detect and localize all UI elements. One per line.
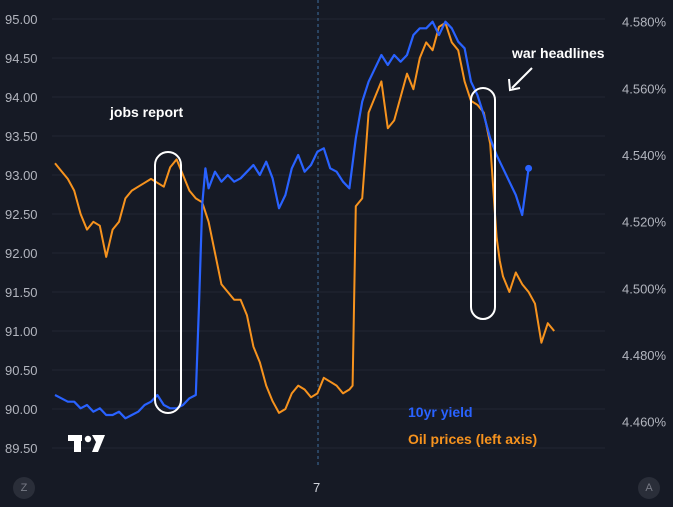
left-tick-label: 91.50 [5,285,38,300]
x-tick-7: 7 [313,480,321,495]
right-tick-label: 4.500% [622,281,667,296]
left-tick-label: 89.50 [5,441,38,456]
left-tick-label: 91.00 [5,324,38,339]
war-headlines-highlight [470,87,496,320]
tradingview-logo [68,435,105,452]
right-tick-label: 4.560% [622,81,667,96]
left-tick-label: 95.00 [5,12,38,27]
right-axis: 4.580% 4.560% 4.540% 4.520% 4.500% 4.480% 4.46… [622,15,667,430]
left-tick-label: 94.00 [5,90,38,105]
left-tick-label: 92.00 [5,246,38,261]
jobs-report-label: jobs report [109,104,183,120]
right-tick-label: 4.460% [622,415,667,430]
right-tick-label: 4.480% [622,348,667,363]
right-tick-label: 4.540% [622,148,667,163]
zoom-button[interactable]: Z [13,477,35,499]
arrow-icon [508,67,533,92]
right-tick-label: 4.520% [622,215,667,230]
legend-oil: Oil prices (left axis) [408,431,537,447]
left-tick-label: 93.50 [5,129,38,144]
left-tick-label: 90.50 [5,363,38,378]
left-tick-label: 90.00 [5,402,38,417]
grid [52,18,605,449]
legend-yield: 10yr yield [408,404,473,420]
left-axis: 95.00 94.50 94.00 93.50 93.00 92.50 92.00 91.50… [5,12,38,456]
oil-series-line [54,21,555,414]
war-headlines-label: war headlines [511,45,605,61]
right-tick-label: 4.580% [622,15,667,30]
yield-series-line [54,20,530,420]
left-tick-label: 92.50 [5,207,38,222]
jobs-report-highlight [154,151,182,414]
auto-scale-button[interactable]: A [638,477,660,499]
left-tick-label: 93.00 [5,168,38,183]
yield-last-point [525,164,533,172]
left-tick-label: 94.50 [5,51,38,66]
